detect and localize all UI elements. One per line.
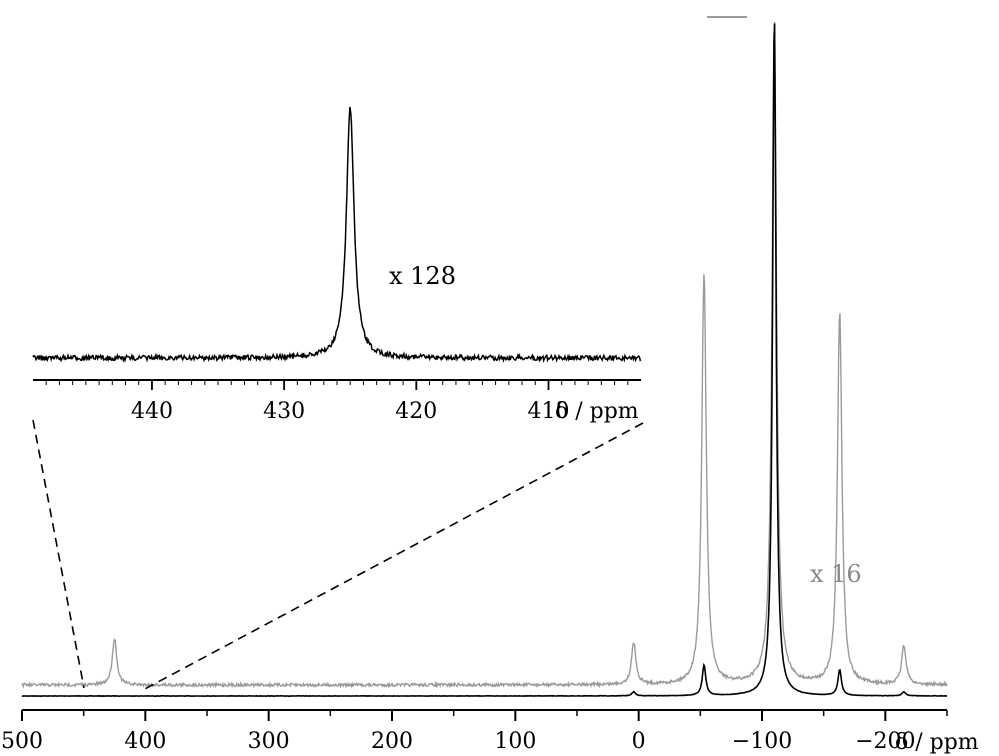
main-plot: 500 400 300 200 100 0 −100 −200 δ / ppm x 16 [1,16,979,755]
inset-tick-label-0: 440 [131,399,173,424]
inset-tick-label-1: 430 [263,399,305,424]
zoom-connector-left [32,419,85,689]
main-x-axis-label: δ / ppm [895,730,979,755]
inset-tick-label-2: 420 [395,399,437,424]
zoom-connectors [32,419,644,691]
main-tick-label-1: 400 [124,729,166,754]
main-tick-label-3: 200 [371,729,413,754]
main-tick-label-7: −200 [855,729,915,754]
main-tick-label-6: −100 [732,729,792,754]
inset-x-axis-label: δ / ppm [555,399,639,424]
inset-tick-label-3: 410 [527,399,569,424]
inset-plot: 440 430 420 410 δ / ppm x 128 [32,106,642,424]
main-trace-x16 [21,21,948,689]
main-x-tick-labels: 500 400 300 200 100 0 −100 −200 [1,729,916,754]
inset-trace [32,106,642,364]
main-tick-label-5: 0 [632,729,646,754]
inset-scale-annotation: x 128 [389,262,456,290]
main-tick-label-0: 500 [1,729,43,754]
main-trace [21,23,947,698]
zoom-connector-right [142,422,644,691]
inset-x-ticks [45,380,629,390]
main-scale-annotation: x 16 [810,560,862,588]
main-tick-label-2: 300 [248,729,290,754]
main-x-ticks [21,710,948,721]
inset-x-tick-labels: 440 430 420 410 [131,399,570,424]
main-tick-label-4: 100 [494,729,536,754]
